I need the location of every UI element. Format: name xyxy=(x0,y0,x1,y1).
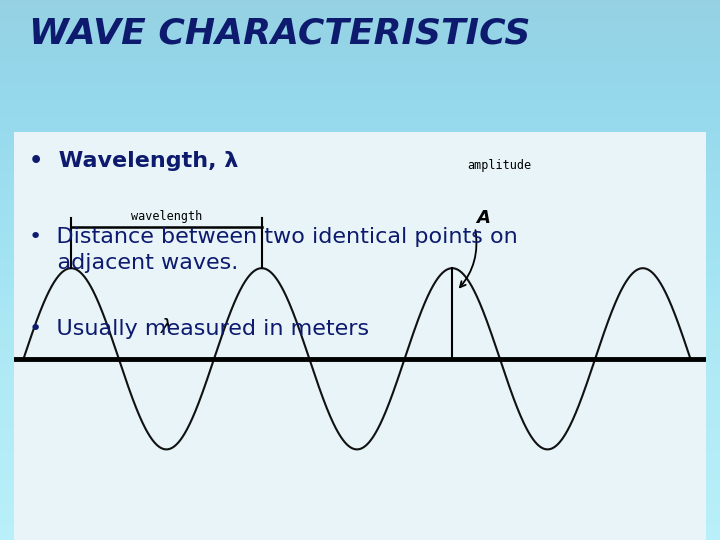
Text: amplitude: amplitude xyxy=(467,159,531,172)
Text: WAVE CHARACTERISTICS: WAVE CHARACTERISTICS xyxy=(29,16,530,50)
Text: •  Wavelength, λ: • Wavelength, λ xyxy=(29,151,238,171)
Text: A: A xyxy=(477,210,490,227)
Text: wavelength: wavelength xyxy=(131,210,202,223)
Text: λ: λ xyxy=(161,318,172,337)
Text: •  Usually measured in meters: • Usually measured in meters xyxy=(29,319,369,339)
Text: •  Distance between two identical points on
    adjacent waves.: • Distance between two identical points … xyxy=(29,227,518,273)
